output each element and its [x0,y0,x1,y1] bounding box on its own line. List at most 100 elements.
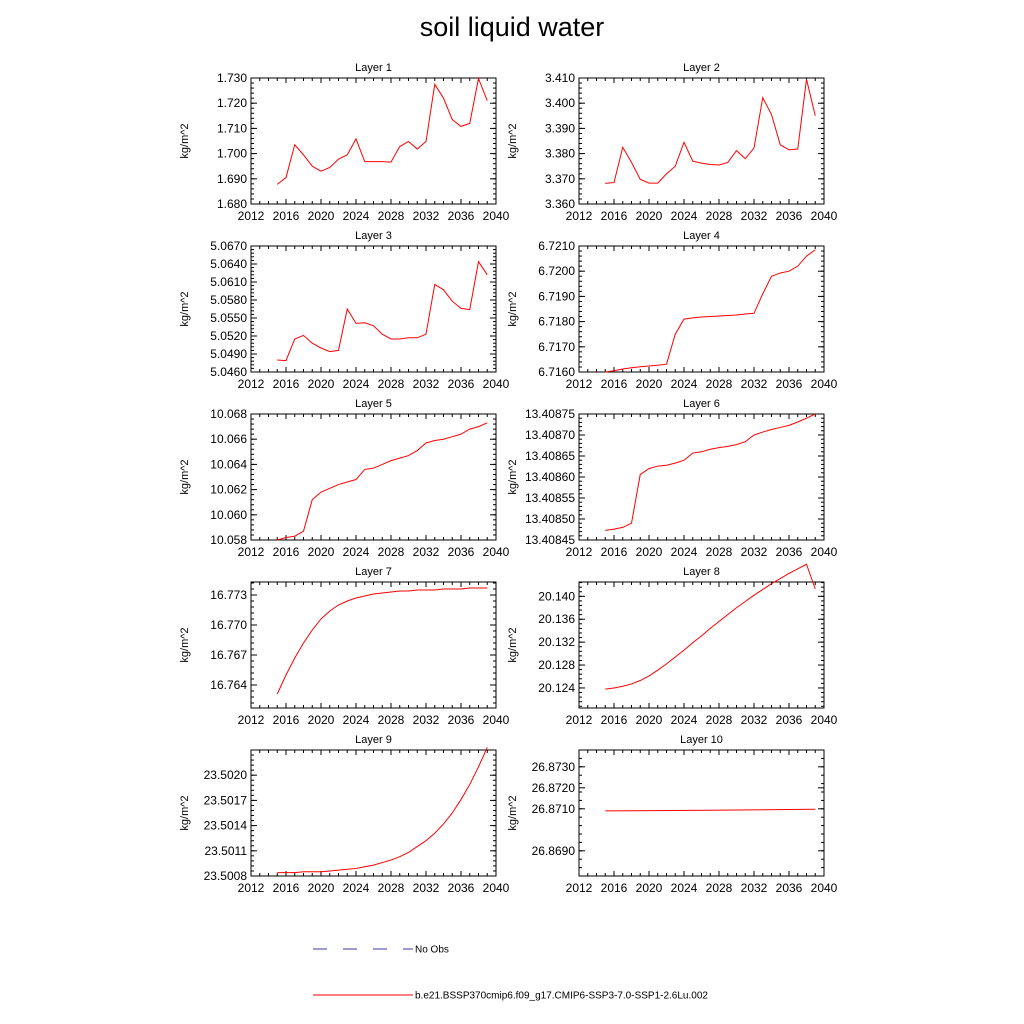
x-tick-label: 2012 [566,881,593,895]
y-tick-label: 16.770 [210,618,247,632]
y-tick-label: 23.5011 [205,844,248,858]
series-line [277,422,488,541]
plot-frame [578,77,825,205]
x-tick-label: 2040 [811,881,838,895]
series-line [605,413,816,531]
y-tick-label: 26.8710 [532,802,576,816]
plot-frame [250,749,497,877]
x-tick-label: 2028 [706,209,733,223]
plot-frame [250,581,497,709]
x-tick-label: 2024 [343,713,370,727]
x-tick-label: 2040 [483,209,510,223]
y-tick-label: 20.132 [538,635,575,649]
x-tick-label: 2020 [636,881,663,895]
panel-title: Layer 8 [683,566,720,578]
panel-title: Layer 7 [355,566,392,578]
x-tick-label: 2036 [776,377,803,391]
x-tick-label: 2032 [741,377,768,391]
x-tick-label: 2036 [776,881,803,895]
series-line [605,808,816,812]
plot-frame [578,749,825,877]
panel-8: Layer 8 kg/m^2 2012 2016 2020 2024 2028 2032 203… [507,563,838,727]
x-tick-label: 2016 [273,713,300,727]
y-tick-label: 23.5017 [204,793,248,807]
panel-title: Layer 6 [683,398,720,410]
x-tick-label: 2028 [706,713,733,727]
x-tick-label: 2028 [378,209,405,223]
y-tick-label: 3.400 [545,96,575,110]
y-tick-label: 20.124 [538,681,575,695]
panel-title: Layer 5 [355,398,392,410]
x-tick-label: 2024 [671,209,698,223]
x-tick-label: 2016 [601,377,628,391]
x-tick-label: 2036 [448,713,475,727]
x-tick-label: 2020 [308,881,335,895]
x-tick-label: 2040 [811,545,838,559]
y-axis-label: kg/m^2 [179,795,191,830]
plot-frame [578,581,825,709]
x-tick-label: 2016 [601,713,628,727]
y-tick-label: 1.720 [217,96,247,110]
series-line [277,747,488,874]
x-tick-label: 2028 [706,377,733,391]
x-tick-label: 2012 [566,713,593,727]
y-tick-label: 6.7180 [538,315,575,329]
x-tick-label: 2040 [483,377,510,391]
x-tick-label: 2016 [601,209,628,223]
panel-title: Layer 2 [683,62,720,74]
y-tick-label: 13.40860 [525,470,575,484]
y-tick-label: 3.360 [545,197,575,211]
x-tick-label: 2036 [448,881,475,895]
x-tick-label: 2028 [706,545,733,559]
x-tick-label: 2032 [741,209,768,223]
y-tick-label: 10.060 [210,508,247,522]
x-tick-label: 2012 [566,545,593,559]
x-tick-label: 2020 [308,377,335,391]
panel-title: Layer 3 [355,230,392,242]
y-tick-label: 13.40850 [525,512,575,526]
y-axis-label: kg/m^2 [179,627,191,662]
y-tick-label: 5.0460 [210,365,247,379]
y-axis-label: kg/m^2 [507,123,519,158]
x-tick-label: 2028 [378,713,405,727]
x-tick-label: 2012 [238,545,265,559]
y-tick-label: 5.0610 [210,275,247,289]
x-tick-label: 2024 [671,545,698,559]
y-tick-label: 20.128 [538,658,575,672]
x-tick-label: 2024 [671,377,698,391]
x-tick-label: 2028 [378,881,405,895]
x-tick-label: 2032 [413,881,440,895]
y-axis-label: kg/m^2 [507,795,519,830]
x-tick-label: 2032 [413,545,440,559]
x-tick-label: 2036 [448,545,475,559]
panel-7: Layer 7 kg/m^2 2012 2016 2020 2024 2028 2032 203… [179,566,510,727]
y-tick-label: 5.0520 [210,329,247,343]
y-tick-label: 13.40855 [525,491,575,505]
y-tick-label: 3.380 [545,147,575,161]
x-tick-label: 2024 [671,713,698,727]
x-tick-label: 2012 [566,209,593,223]
y-tick-label: 6.7160 [538,365,575,379]
x-tick-label: 2040 [811,377,838,391]
y-tick-label: 1.690 [217,172,247,186]
y-tick-label: 1.710 [217,121,247,135]
y-tick-label: 20.136 [538,612,575,626]
legend-label: b.e21.BSSP370cmip6.f09_g17.CMIP6-SSP3-7.… [415,991,708,1002]
y-tick-label: 16.764 [210,678,247,692]
x-tick-label: 2020 [636,713,663,727]
panel-2: Layer 2 kg/m^2 2012 2016 2020 2024 2028 2032 203… [507,62,838,223]
panel-title: Layer 1 [355,62,392,74]
plot-frame [250,77,497,205]
x-tick-label: 2028 [378,377,405,391]
x-tick-label: 2016 [273,377,300,391]
y-tick-label: 13.40875 [525,407,575,421]
plot-frame [578,413,825,541]
x-tick-label: 2036 [776,209,803,223]
x-tick-label: 2040 [483,713,510,727]
y-tick-label: 6.7200 [538,264,575,278]
y-tick-label: 13.40865 [525,449,575,463]
y-tick-label: 5.0640 [210,257,247,271]
y-tick-label: 23.5014 [204,819,248,833]
y-tick-label: 5.0490 [210,347,247,361]
y-tick-label: 13.40845 [525,533,575,547]
